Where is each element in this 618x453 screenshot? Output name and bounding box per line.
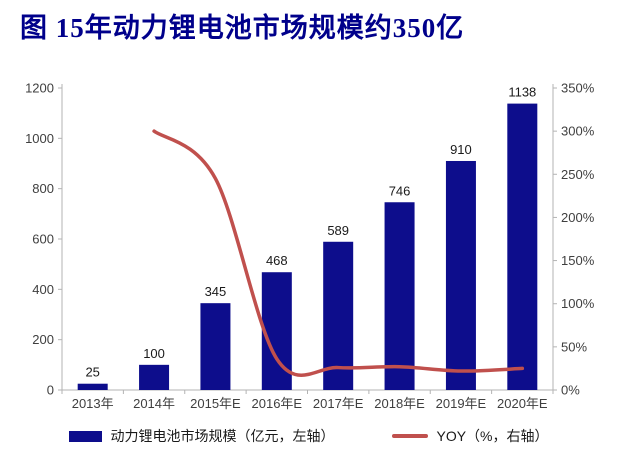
x-axis-label: 2018年E [374,396,425,411]
right-axis-tick-label: 0% [561,383,580,398]
line-series-swatch [392,434,429,438]
bar-value-label: 25 [85,365,99,380]
x-axis-label: 2016年E [252,396,303,411]
bar-value-label: 100 [143,346,165,361]
left-axis-tick-label: 1000 [25,131,54,146]
bar-value-label: 468 [266,253,288,268]
right-axis-tick-label: 200% [561,210,595,225]
left-axis-tick-label: 200 [32,332,54,347]
bar-value-label: 1138 [508,85,536,100]
legend-item-bars: 动力锂电池市场规模（亿元，左轴） [69,426,334,446]
right-axis-tick-label: 100% [561,296,595,311]
x-axis-label: 2014年 [133,396,175,411]
bar [200,303,231,390]
bar [139,364,170,390]
right-axis-tick-label: 50% [561,339,587,354]
bar [384,202,415,390]
chart-svg: 0 200 400 600 800 1000 1200 0% 50% 100% 150% 200% 25… [25,81,595,412]
legend-item-line: YOY（%，右轴） [392,426,549,446]
right-axis-tick-label: 150% [561,253,595,268]
x-axis-label: 2019年E [436,396,487,411]
bar-value-label: 910 [450,142,472,157]
yoy-line [152,129,525,377]
bar [323,241,354,390]
left-axis-tick-label: 800 [32,181,54,196]
bar-value-label: 345 [205,284,227,299]
bar-series-label: 动力锂电池市场规模（亿元，左轴） [110,428,335,444]
left-axis-tick-label: 0 [47,383,54,398]
right-axis-tick-label: 250% [561,167,595,182]
left-axis-tick-label: 600 [32,232,54,247]
line-series-label: YOY（%，右轴） [436,428,549,444]
bar-value-label: 746 [389,183,411,198]
x-axis-label: 2020年E [497,396,548,411]
left-axis-tick-label: 1200 [25,81,54,96]
bar [507,103,538,390]
right-axis-tick-label: 300% [561,124,595,139]
left-axis-tick-label: 400 [32,282,54,297]
x-axis-label: 2013年 [72,396,114,411]
bar [445,160,476,390]
chart-legend: 动力锂电池市场规模（亿元，左轴） YOY（%，右轴） [0,424,618,448]
bar [77,383,108,390]
bar-value-label: 589 [327,223,349,238]
bar-series-swatch [69,430,103,442]
x-axis-label: 2017年E [313,396,364,411]
x-axis-label: 2015年E [190,396,241,411]
right-axis-tick-label: 350% [561,81,595,96]
chart-title: 图 15年动力锂电池市场规模约350亿 [20,13,465,43]
